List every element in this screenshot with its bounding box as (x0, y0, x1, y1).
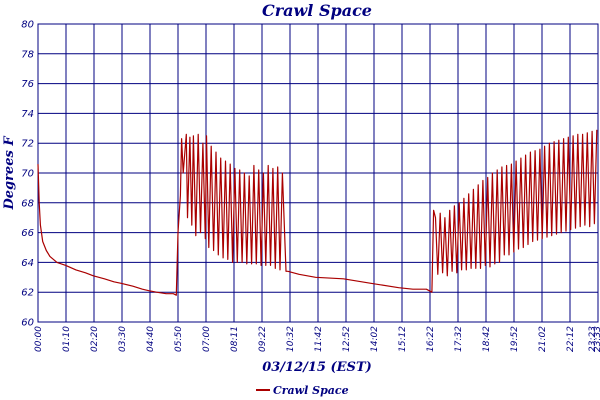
x-tick-label: 09:22 (258, 326, 268, 352)
y-tick-label: 66 (21, 228, 34, 239)
y-tick-label: 80 (21, 20, 34, 31)
x-tick-label: 23:33 (593, 326, 600, 352)
x-tick-label: 03:30 (118, 326, 128, 352)
legend: Crawl Space (256, 384, 349, 397)
y-tick-label: 60 (21, 318, 34, 329)
x-tick-label: 07:00 (202, 326, 212, 352)
x-tick-label: 11:42 (314, 326, 324, 352)
series-lines (37, 129, 598, 296)
chart-title: Crawl Space (262, 1, 372, 20)
y-tick-label: 74 (21, 109, 34, 120)
x-tick-label: 23:23 (588, 326, 598, 352)
y-tick-label: 78 (21, 49, 34, 60)
x-tick-label: 10:32 (286, 326, 296, 352)
x-axis-ticks: 00:00 01:10 02:20 03:30 04:40 05:50 07:00 08:11… (34, 326, 600, 352)
y-tick-label: 76 (21, 79, 34, 90)
y-axis-ticks: 60 62 64 66 68 70 72 74 76 78 80 (21, 20, 34, 329)
y-tick-label: 62 (21, 288, 34, 299)
y-tick-label: 72 (21, 139, 34, 150)
x-axis-label: 03/12/15 (EST) (262, 360, 372, 375)
x-tick-label: 17:32 (454, 326, 464, 352)
x-tick-label: 15:12 (398, 326, 408, 352)
x-tick-label: 04:40 (146, 326, 156, 352)
x-tick-label: 12:52 (342, 326, 352, 352)
x-tick-label: 22:12 (566, 326, 576, 352)
y-axis-label: Degrees F (2, 136, 17, 211)
x-tick-label: 05:50 (174, 326, 184, 352)
y-tick-label: 64 (21, 258, 34, 269)
x-tick-label: 18:42 (482, 326, 492, 352)
x-tick-label: 08:11 (230, 326, 240, 352)
legend-label: Crawl Space (273, 384, 349, 397)
x-tick-label: 01:10 (62, 326, 72, 352)
x-tick-label: 00:00 (34, 326, 44, 352)
series-line-crawl-space (37, 129, 598, 296)
y-tick-label: 68 (21, 198, 34, 209)
x-tick-label: 02:20 (90, 326, 100, 352)
x-tick-label: 21:02 (538, 326, 548, 352)
x-tick-label: 14:02 (370, 326, 380, 352)
y-tick-label: 70 (21, 169, 34, 180)
x-tick-label: 16:22 (426, 326, 436, 352)
x-tick-label: 19:52 (510, 326, 520, 352)
